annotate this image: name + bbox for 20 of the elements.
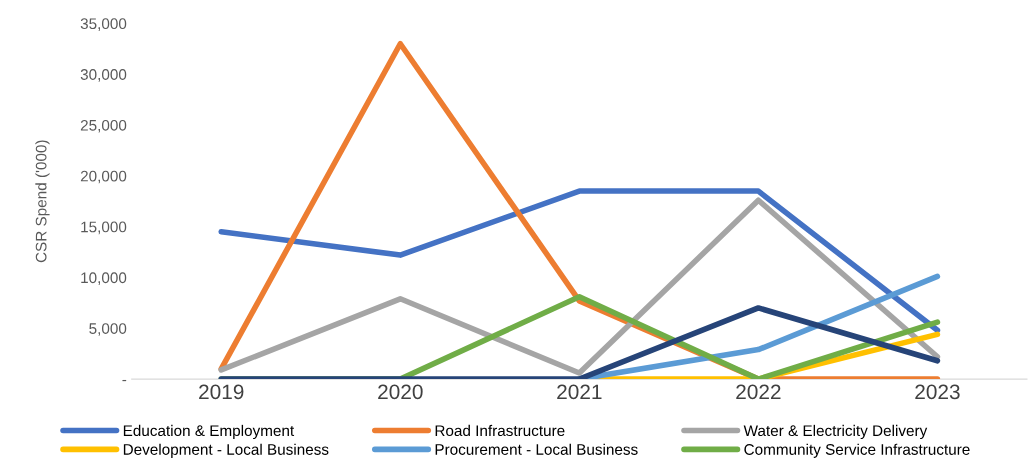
x-tick-label: 2022 (736, 384, 781, 400)
x-tick-label: 2019 (199, 384, 244, 400)
x-tick-label: 2021 (557, 384, 602, 400)
y-tick-label: 5,000 (89, 323, 127, 336)
y-axis-title: CSR Spend ('000) (35, 140, 50, 263)
legend-label: Water & Electricity Delivery (743, 424, 928, 440)
legend-label: Procurement - Local Business (435, 443, 638, 455)
x-tick-label: 2023 (915, 384, 960, 400)
x-tick-label: 2020 (378, 384, 423, 400)
y-tick-label: 10,000 (81, 272, 127, 285)
legend-label: Community Service Infrastructure (744, 443, 970, 458)
legend-label: Education & Employment (123, 424, 295, 440)
y-tick-label: 15,000 (81, 221, 127, 235)
y-tick-label: - (122, 379, 127, 382)
y-tick-label: 25,000 (80, 119, 127, 133)
y-tick-label: 30,000 (80, 69, 127, 82)
y-tick-label: 35,000 (80, 18, 127, 31)
legend-label: Development - Local Business (123, 443, 329, 458)
y-tick-label: 20,000 (80, 170, 127, 184)
legend-label: Road Infrastructure (435, 424, 565, 437)
